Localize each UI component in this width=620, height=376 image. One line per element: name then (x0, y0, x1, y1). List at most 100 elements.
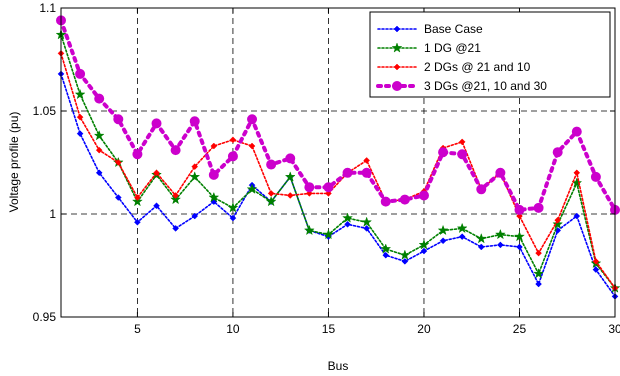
data-point (514, 204, 525, 215)
data-point (210, 142, 218, 150)
y-tick-label: 1.05 (33, 104, 57, 118)
data-point (418, 239, 430, 250)
data-point (554, 216, 562, 224)
legend-label: 1 DG @21 (424, 41, 481, 55)
y-tick-label: 1 (49, 207, 56, 221)
data-point (286, 192, 294, 199)
data-point (535, 249, 542, 257)
data-point (134, 218, 141, 226)
y-tick-label: 1.1 (39, 1, 56, 15)
data-point (361, 216, 373, 227)
data-point (170, 193, 182, 205)
data-point (208, 169, 219, 180)
data-point (494, 228, 506, 240)
data-point (267, 190, 275, 197)
data-point (438, 147, 449, 158)
data-point (420, 247, 428, 255)
legend-label: 2 DGs @ 21 and 10 (424, 60, 531, 74)
data-point (75, 68, 86, 79)
data-point (533, 267, 545, 279)
data-point (590, 171, 601, 182)
data-point (475, 232, 487, 244)
data-point (191, 163, 199, 170)
data-point (437, 224, 449, 236)
data-point (495, 167, 506, 178)
data-point (285, 153, 296, 164)
data-point (592, 266, 600, 273)
data-point (153, 169, 160, 177)
x-tick-label: 20 (417, 322, 431, 336)
data-point (457, 149, 468, 160)
data-point (382, 251, 390, 259)
data-point (361, 167, 372, 178)
data-point (76, 113, 84, 121)
data-point (265, 195, 277, 207)
series-1 (55, 29, 620, 293)
data-point (322, 228, 334, 240)
data-point (114, 194, 122, 201)
data-point (456, 222, 468, 234)
legend-item-0: Base Case (377, 22, 483, 36)
data-point (94, 93, 105, 104)
legend-item-2: 2 DGs @ 21 and 10 (377, 60, 531, 74)
plot-frame (60, 7, 616, 318)
data-point (323, 182, 334, 193)
y-axis-label: Voltage profile (pu) (7, 112, 21, 213)
data-point (189, 116, 200, 127)
x-tick-label: 30 (608, 322, 620, 336)
data-point (458, 233, 466, 241)
data-point (573, 169, 581, 177)
data-point (303, 224, 315, 236)
data-point (247, 114, 258, 125)
data-point (344, 220, 351, 228)
data-point (552, 218, 564, 229)
legend-item-3: 3 DGs @21, 10 and 30 (376, 79, 547, 93)
data-point (131, 195, 143, 207)
data-point (189, 171, 201, 182)
data-point (132, 149, 143, 160)
y-tick-label: 0.95 (33, 310, 57, 324)
data-point (477, 243, 485, 251)
data-point (172, 192, 179, 199)
data-point (229, 214, 237, 222)
data-point (399, 249, 411, 260)
data-point (391, 42, 403, 53)
series-line (60, 73, 616, 298)
x-tick-label: 15 (322, 322, 336, 336)
legend: Base Case 1 DG @21 2 DGs @ 21 and 10 3 DGs … (369, 11, 611, 98)
data-point (227, 151, 238, 162)
data-point (95, 169, 103, 177)
data-point (229, 136, 237, 144)
data-point (516, 243, 523, 251)
data-point (592, 258, 600, 265)
data-point (497, 241, 504, 249)
data-point (393, 25, 401, 33)
data-point (304, 182, 315, 193)
data-point (476, 184, 487, 195)
legend-label: Base Case (424, 22, 483, 36)
data-point (74, 88, 86, 100)
x-tick-label: 5 (134, 322, 141, 336)
data-point (172, 225, 179, 232)
data-point (533, 202, 544, 213)
data-point (284, 171, 296, 182)
series-layer (55, 15, 620, 300)
legend-item-1: 1 DG @21 (377, 41, 481, 55)
data-point (573, 212, 581, 220)
legend-label: 3 DGs @21, 10 and 30 (424, 79, 547, 93)
series-3 (56, 15, 620, 215)
data-point (93, 129, 105, 141)
data-point (191, 212, 199, 220)
data-point (380, 196, 391, 207)
data-point (552, 147, 563, 158)
data-point (153, 202, 160, 210)
x-axis-label: Bus (328, 359, 349, 373)
series-line (60, 52, 616, 289)
data-point (439, 237, 447, 245)
data-point (266, 159, 277, 170)
data-point (95, 146, 103, 154)
data-point (76, 130, 84, 138)
ticks-layer: 5 10 15 20 25 30 0.95 1 1.05 1.1 (33, 1, 620, 336)
